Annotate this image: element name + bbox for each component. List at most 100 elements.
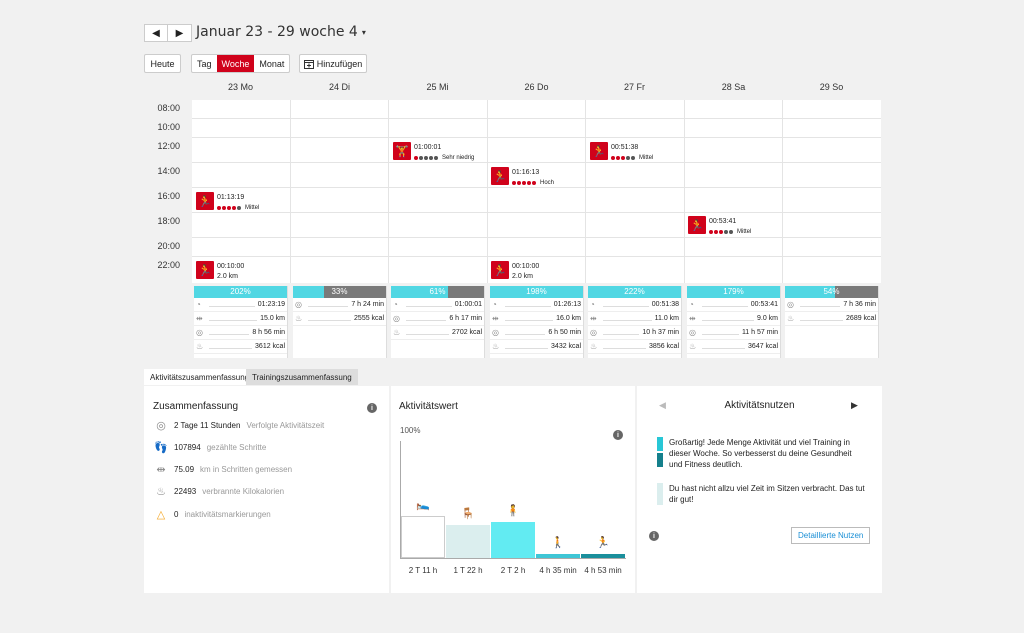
- day-summary[interactable]: 61% ◔ 01:00:01 ◎ 6 h 17 min ♨ 2702 kcal: [391, 286, 485, 358]
- week-title-dropdown[interactable]: Januar 23 - 29 woche 4 ▾: [196, 24, 366, 40]
- grid-line: [192, 187, 881, 188]
- info-icon[interactable]: i: [367, 403, 377, 413]
- flame-icon: ♨: [590, 342, 598, 351]
- stat-value: 3612 kcal: [255, 343, 285, 350]
- tab-activity-summary[interactable]: Aktivitätszusammenfassung: [144, 369, 256, 385]
- day-summary[interactable]: 54% ◎ 7 h 36 min ♨ 2689 kcal: [785, 286, 879, 358]
- flame-icon: ♨: [689, 342, 697, 351]
- flame-icon: ♨: [156, 486, 166, 498]
- color-swatch: [657, 483, 663, 505]
- info-icon[interactable]: i: [613, 430, 623, 440]
- activity-time-icon: ◎: [492, 328, 499, 337]
- activity-goal-bar: 198%: [490, 286, 583, 298]
- bar-walking[interactable]: [536, 554, 580, 558]
- tab-month[interactable]: Monat: [259, 58, 285, 69]
- training-event[interactable]: 🏋 01:00:01 Sehr niedrig: [393, 142, 474, 163]
- tab-training-summary[interactable]: Trainingszusammenfassung: [246, 369, 358, 385]
- walking-icon: 🚶: [551, 537, 565, 549]
- day-summary[interactable]: 202% ◔ 01:23:19 ⇹ 15.0 km ◎ 8 h 56 min ♨ 361…: [194, 286, 288, 358]
- tab-week[interactable]: Woche: [216, 55, 255, 72]
- stat-value: 00:51:38: [651, 301, 679, 308]
- prev-benefit-icon[interactable]: ◀: [659, 400, 666, 410]
- activity-time-icon: ◎: [590, 328, 597, 337]
- stopwatch-icon: ◔: [689, 300, 694, 309]
- stat-value: 2702 kcal: [452, 329, 482, 336]
- time-label: 22:00: [157, 260, 180, 270]
- activity-benefit-panel: ◀ Aktivitätsnutzen ▶ Großartig! Jede Men…: [637, 386, 882, 593]
- grid-line: [192, 212, 881, 213]
- calendar-grid[interactable]: [192, 100, 881, 283]
- tab-day[interactable]: Tag: [197, 58, 212, 69]
- bar-label: 2 T 11 h: [408, 566, 438, 575]
- intensity-dots: Sehr niedrig: [414, 153, 474, 163]
- summary-label: Verfolgte Aktivitätszeit: [246, 421, 325, 430]
- stat-value: 16.0 km: [556, 315, 581, 322]
- benefit-text: Großartig! Jede Menge Aktivität und viel…: [669, 438, 852, 469]
- flame-icon: ♨: [492, 342, 500, 351]
- grid-line: [192, 118, 881, 119]
- bar-sleep[interactable]: [401, 516, 445, 558]
- training-event[interactable]: 🏃 00:10:00 2.0 km: [491, 261, 539, 282]
- goal-percent: 179%: [723, 287, 744, 296]
- view-switcher: Tag Woche Monat: [191, 54, 291, 73]
- today-button[interactable]: Heute: [144, 54, 181, 73]
- activity-time-icon: ◎: [689, 328, 696, 337]
- event-level: Sehr niedrig: [442, 155, 475, 161]
- activity-time-icon: ◎: [393, 314, 400, 323]
- benefit-message: Du hast nicht allzu viel Zeit im Sitzen …: [657, 483, 867, 505]
- week-title: Januar 23 - 29 woche 4: [196, 24, 358, 40]
- intensity-dots: Mittel: [709, 227, 751, 237]
- benefit-message: Großartig! Jede Menge Aktivität und viel…: [657, 437, 867, 470]
- activity-time-icon: ◎: [787, 300, 794, 309]
- activity-goal-bar: 33%: [293, 286, 386, 298]
- running-icon: 🏃: [688, 216, 706, 234]
- event-duration: 00:10:00: [512, 263, 540, 270]
- training-event[interactable]: 🏃 00:10:00 2.0 km: [196, 261, 244, 282]
- day-header: 26 Do: [524, 82, 549, 92]
- training-event[interactable]: 🏃 00:51:38 Mittel: [590, 142, 653, 163]
- benefit-title: Aktivitätsnutzen: [724, 400, 795, 411]
- day-header: 28 Sa: [721, 82, 746, 92]
- bar-label: 2 T 2 h: [500, 566, 526, 575]
- stat-value: 7 h 36 min: [843, 301, 876, 308]
- activity-time-icon: ◎: [295, 300, 302, 309]
- stat-value: 9.0 km: [756, 315, 778, 322]
- day-summary[interactable]: 179% ◔ 00:53:41 ⇹ 9.0 km ◎ 11 h 57 min ♨ 364…: [687, 286, 781, 358]
- summary-label: km in Schritten gemessen: [200, 465, 293, 474]
- grid-line: [192, 256, 881, 257]
- intensity-dots: Mittel: [611, 153, 653, 163]
- summary-value: 22493: [174, 487, 197, 496]
- next-week-button[interactable]: ▶: [168, 24, 192, 42]
- day-header: 29 So: [819, 82, 844, 92]
- prev-week-button[interactable]: ◀: [144, 24, 168, 42]
- add-button[interactable]: Hinzufügen: [299, 54, 367, 73]
- training-event[interactable]: 🏃 00:53:41 Mittel: [688, 216, 751, 237]
- day-summary[interactable]: 198% ◔ 01:26:13 ⇹ 16.0 km ◎ 6 h 50 min ♨ 343…: [490, 286, 584, 358]
- goal-percent: 33%: [331, 287, 348, 296]
- bar-label: 4 h 53 min: [584, 566, 622, 575]
- day-summary[interactable]: 222% ◔ 00:51:38 ⇹ 11.0 km ◎ 10 h 37 min ♨ 38…: [588, 286, 682, 358]
- training-event[interactable]: 🏃 01:13:19 Mittel: [196, 192, 259, 213]
- training-event[interactable]: 🏃 01:16:13 Hoch: [491, 167, 554, 188]
- info-icon[interactable]: i: [649, 531, 659, 541]
- add-label: Hinzufügen: [316, 58, 363, 69]
- event-level: Mittel: [639, 155, 654, 161]
- bar-standing[interactable]: [491, 522, 535, 558]
- day-summary[interactable]: 33% ◎ 7 h 24 min ♨ 2555 kcal: [293, 286, 387, 358]
- stat-value: 00:53:41: [750, 301, 778, 308]
- distance-icon: ⇹: [196, 314, 203, 323]
- strength-icon: 🏋: [393, 142, 411, 160]
- next-benefit-icon[interactable]: ▶: [851, 400, 858, 410]
- stopwatch-icon: ◔: [590, 300, 595, 309]
- detailed-benefits-button[interactable]: Detaillierte Nutzen: [791, 527, 871, 544]
- bar-running[interactable]: [581, 554, 625, 558]
- stat-value: 01:23:19: [257, 301, 285, 308]
- event-duration: 00:51:38: [611, 144, 639, 151]
- goal-percent: 222%: [624, 287, 645, 296]
- stat-value: 15.0 km: [260, 315, 285, 322]
- bar-sitting[interactable]: [446, 525, 490, 558]
- distance-icon: ⇹: [492, 314, 499, 323]
- time-label: 10:00: [157, 122, 180, 132]
- bar-label: 1 T 22 h: [453, 566, 483, 575]
- stat-value: 6 h 17 min: [449, 315, 482, 322]
